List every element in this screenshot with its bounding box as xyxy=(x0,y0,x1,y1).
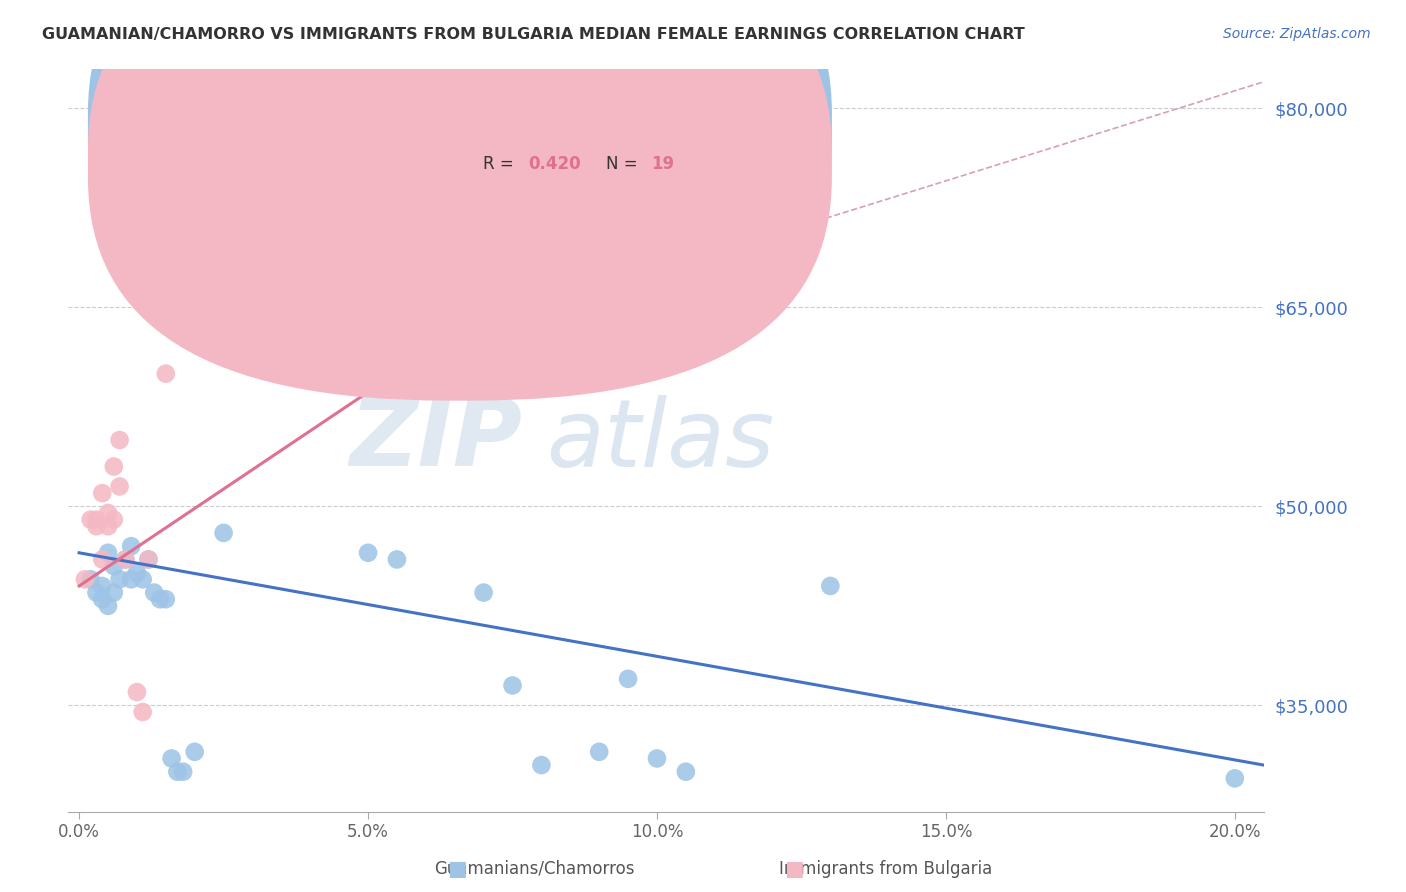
Text: R =: R = xyxy=(482,118,519,136)
Text: N =: N = xyxy=(606,118,643,136)
Text: ■: ■ xyxy=(785,859,804,879)
Point xyxy=(617,672,640,686)
Text: -0.497: -0.497 xyxy=(529,118,588,136)
Point xyxy=(103,559,125,574)
Point xyxy=(415,260,437,275)
Point xyxy=(103,459,125,474)
Point xyxy=(91,552,114,566)
Point xyxy=(357,546,380,560)
Point xyxy=(91,579,114,593)
Text: 19: 19 xyxy=(651,154,675,173)
Point xyxy=(108,433,131,447)
Point xyxy=(675,764,697,779)
Point xyxy=(138,552,160,566)
Point xyxy=(80,572,103,586)
Point xyxy=(645,751,668,765)
Point xyxy=(172,764,194,779)
Point xyxy=(114,552,136,566)
Point xyxy=(108,479,131,493)
Point xyxy=(97,546,120,560)
Text: atlas: atlas xyxy=(546,394,775,485)
Point xyxy=(120,572,142,586)
Text: 34: 34 xyxy=(651,118,675,136)
FancyBboxPatch shape xyxy=(89,0,832,363)
Point xyxy=(155,592,177,607)
FancyBboxPatch shape xyxy=(420,91,779,199)
Point xyxy=(385,552,408,566)
Point xyxy=(73,572,96,586)
Point xyxy=(97,599,120,613)
Point xyxy=(97,519,120,533)
Point xyxy=(149,592,172,607)
Point xyxy=(86,513,108,527)
Point xyxy=(472,585,495,599)
Point xyxy=(530,758,553,772)
Point xyxy=(820,579,842,593)
Point xyxy=(502,678,524,692)
Point xyxy=(131,705,153,719)
Point xyxy=(91,592,114,607)
Text: Guamanians/Chamorros: Guamanians/Chamorros xyxy=(434,860,634,878)
Text: 0.420: 0.420 xyxy=(529,154,581,173)
FancyBboxPatch shape xyxy=(89,0,832,401)
Text: R =: R = xyxy=(482,154,519,173)
Point xyxy=(86,519,108,533)
Point xyxy=(86,585,108,599)
Point xyxy=(103,585,125,599)
Point xyxy=(160,751,183,765)
Point xyxy=(299,274,322,288)
Text: N =: N = xyxy=(606,154,643,173)
Text: GUAMANIAN/CHAMORRO VS IMMIGRANTS FROM BULGARIA MEDIAN FEMALE EARNINGS CORRELATIO: GUAMANIAN/CHAMORRO VS IMMIGRANTS FROM BU… xyxy=(42,27,1025,42)
Point xyxy=(125,685,148,699)
Text: ■: ■ xyxy=(447,859,467,879)
Point xyxy=(166,764,188,779)
Point xyxy=(183,745,205,759)
Point xyxy=(108,572,131,586)
Point xyxy=(138,552,160,566)
Point xyxy=(1223,772,1246,786)
Point xyxy=(588,745,610,759)
Point xyxy=(91,486,114,500)
Point xyxy=(125,566,148,580)
Text: ZIP: ZIP xyxy=(349,394,522,486)
Text: Source: ZipAtlas.com: Source: ZipAtlas.com xyxy=(1223,27,1371,41)
Point xyxy=(155,367,177,381)
Point xyxy=(103,513,125,527)
Point xyxy=(97,506,120,520)
Point xyxy=(80,513,103,527)
Point xyxy=(131,572,153,586)
Point xyxy=(114,552,136,566)
Text: Immigrants from Bulgaria: Immigrants from Bulgaria xyxy=(779,860,993,878)
Point xyxy=(120,539,142,553)
Point xyxy=(212,525,235,540)
Point xyxy=(143,585,166,599)
